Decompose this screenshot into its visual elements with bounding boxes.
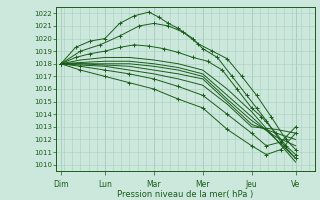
X-axis label: Pression niveau de la mer( hPa ): Pression niveau de la mer( hPa ) xyxy=(117,190,254,199)
